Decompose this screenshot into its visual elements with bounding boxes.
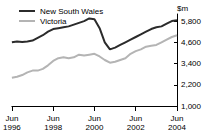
svg-text:$m: $m: [177, 4, 188, 13]
svg-text:5,800: 5,800: [181, 17, 202, 26]
svg-text:2002: 2002: [127, 123, 145, 132]
svg-text:Jun: Jun: [129, 114, 142, 123]
svg-text:Jun: Jun: [171, 114, 184, 123]
svg-text:Jun: Jun: [5, 114, 18, 123]
svg-text:4,600: 4,600: [181, 38, 202, 47]
svg-text:3,400: 3,400: [181, 59, 202, 68]
svg-text:2000: 2000: [86, 123, 104, 132]
svg-text:Jun: Jun: [88, 114, 101, 123]
svg-text:1996: 1996: [3, 123, 21, 132]
svg-text:Jun: Jun: [47, 114, 60, 123]
svg-text:1,000: 1,000: [181, 102, 202, 111]
svg-text:2,200: 2,200: [181, 80, 202, 89]
svg-text:1998: 1998: [44, 123, 62, 132]
svg-text:Victoria: Victoria: [40, 17, 67, 26]
svg-text:New South Wales: New South Wales: [40, 7, 103, 16]
svg-text:2004: 2004: [168, 123, 186, 132]
